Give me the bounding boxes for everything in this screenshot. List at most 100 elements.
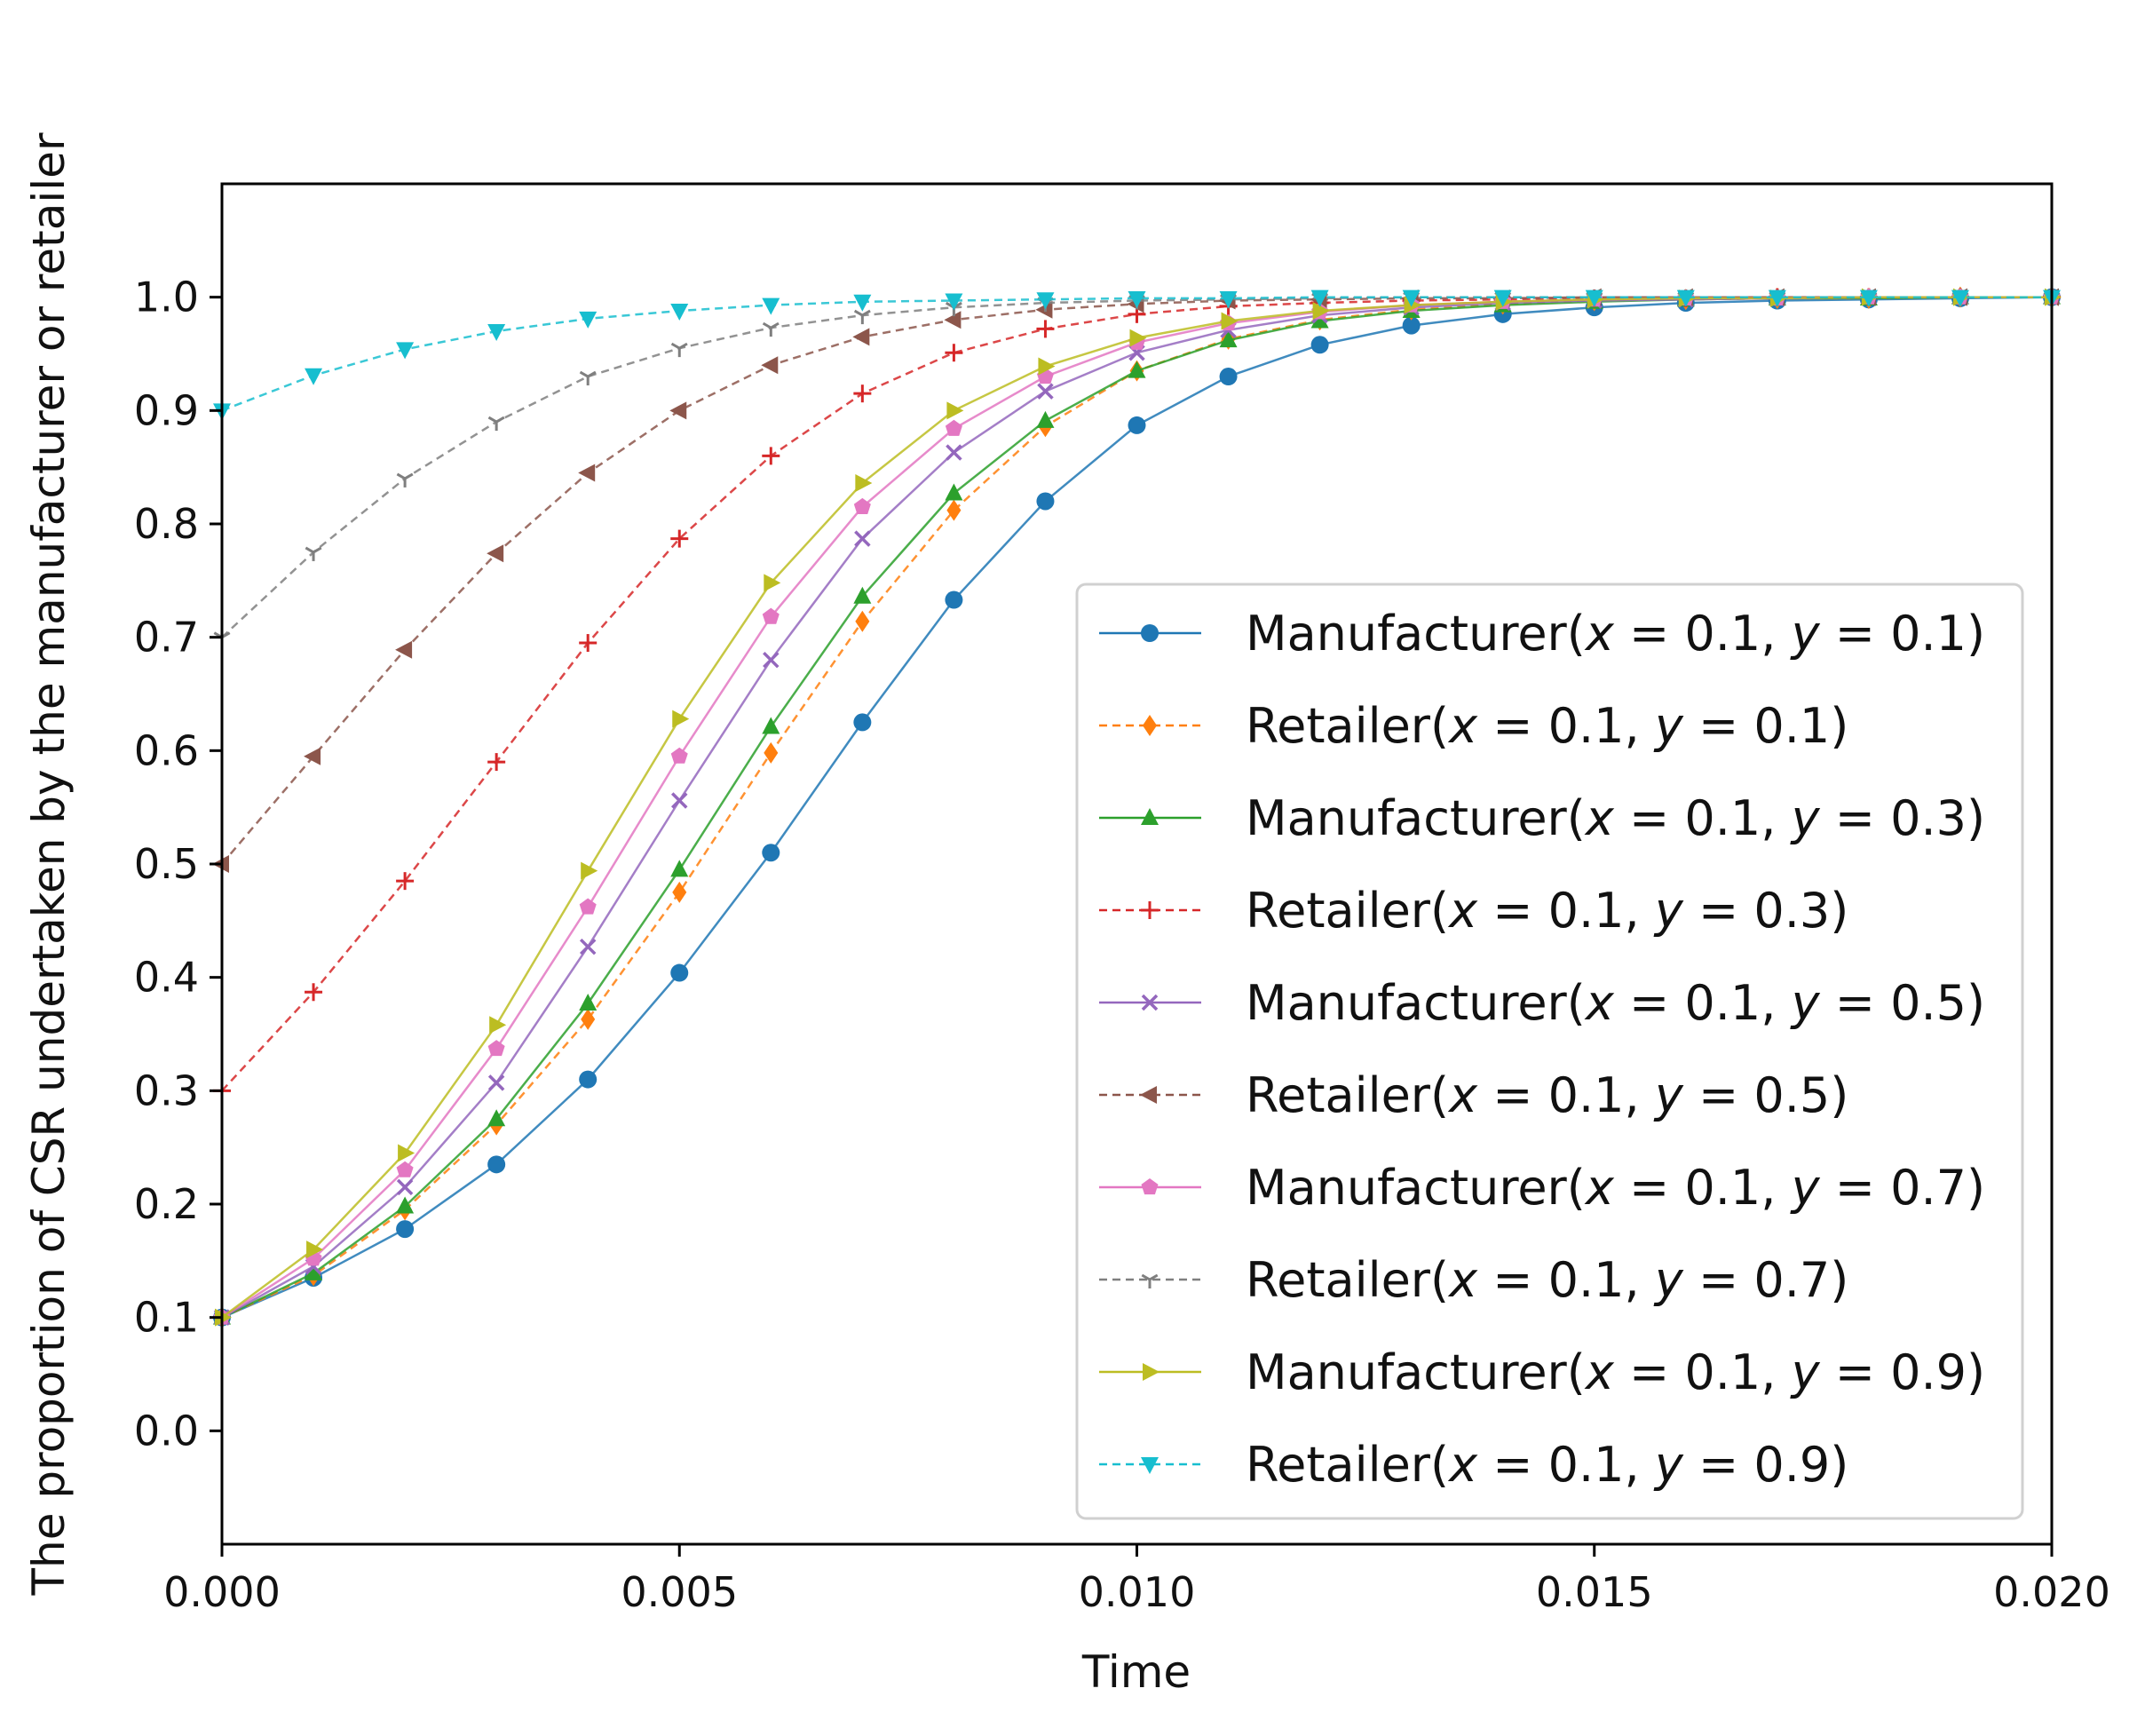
data-point <box>305 368 323 385</box>
data-point <box>487 1074 505 1091</box>
data-point <box>670 303 689 321</box>
data-point <box>1036 320 1055 338</box>
y-tick-label: 0.7 <box>134 614 199 662</box>
data-point <box>396 1220 415 1239</box>
data-point <box>396 342 415 360</box>
y-tick-label: 0.9 <box>134 386 199 434</box>
data-point <box>762 447 780 465</box>
data-point <box>487 1109 506 1127</box>
x-tick-label: 0.010 <box>1079 1568 1196 1616</box>
x-axis: 0.000 0.005 0.010 0.015 0.020 <box>163 1544 2110 1616</box>
data-point <box>761 356 779 375</box>
legend-marker <box>1141 1178 1159 1195</box>
legend-marker <box>1141 1457 1159 1474</box>
data-point <box>1219 330 1238 348</box>
legend-entry: Retailer(x = 0.1, y = 0.3) <box>1099 883 1848 939</box>
data-point <box>670 747 688 764</box>
data-point <box>672 881 687 903</box>
data-point <box>1676 289 1695 307</box>
x-axis-label: Time <box>1081 1646 1191 1698</box>
y-tick-label: 0.3 <box>134 1066 199 1114</box>
legend-label: Retailer(x = 0.1, y = 0.5) <box>1246 1067 1848 1123</box>
data-point <box>578 464 596 482</box>
legend-marker <box>1141 994 1159 1011</box>
legend-marker <box>1143 1363 1160 1381</box>
legend-marker <box>1141 901 1159 919</box>
data-point <box>305 983 323 1002</box>
legend-label: Manufacturer(x = 0.1, y = 0.9) <box>1246 1344 1985 1400</box>
data-point <box>946 401 964 420</box>
data-point <box>854 530 871 547</box>
data-point <box>944 311 962 329</box>
series-line <box>221 296 2052 412</box>
data-point <box>487 544 504 563</box>
data-point <box>1859 289 1878 307</box>
data-point <box>1129 329 1147 347</box>
data-point <box>579 898 597 915</box>
y-tick-label: 0.2 <box>134 1180 199 1228</box>
data-point <box>672 709 690 728</box>
y-tick-label: 0.4 <box>134 954 199 1002</box>
data-point <box>1036 292 1055 310</box>
y-tick-label: 0.5 <box>134 840 199 888</box>
data-point <box>945 344 963 362</box>
y-axis: 0.0 0.1 0.2 0.3 0.4 0.5 0.6 0.7 0.8 0.9 1.0 <box>134 273 222 1455</box>
legend-entry: Retailer(x = 0.1, y = 0.5) <box>1099 1067 1848 1123</box>
legend-marker <box>1141 808 1159 825</box>
data-point <box>579 1070 598 1089</box>
legend-marker <box>1143 715 1157 736</box>
data-point <box>764 741 779 764</box>
data-point <box>762 297 780 315</box>
y-tick-label: 0.0 <box>134 1407 199 1455</box>
legend-label: Retailer(x = 0.1, y = 0.1) <box>1246 698 1848 754</box>
data-point <box>396 1196 415 1214</box>
legend-entry: Manufacturer(x = 0.1, y = 0.7) <box>1099 1160 1985 1216</box>
data-point <box>579 311 598 329</box>
legend-label: Manufacturer(x = 0.1, y = 0.1) <box>1246 606 1985 662</box>
legend-label: Manufacturer(x = 0.1, y = 0.7) <box>1246 1160 1985 1216</box>
data-point <box>1310 336 1329 354</box>
data-point <box>304 747 321 765</box>
x-tick-label: 0.020 <box>1993 1568 2110 1616</box>
legend-entry: Retailer(x = 0.1, y = 0.1) <box>1099 698 1848 754</box>
data-point <box>1768 289 1786 307</box>
data-point <box>487 753 506 772</box>
data-point <box>579 634 598 653</box>
data-point <box>762 607 780 624</box>
data-point <box>1402 289 1421 307</box>
data-point <box>945 591 963 609</box>
data-point <box>305 546 322 561</box>
data-point <box>945 483 963 501</box>
x-tick-label: 0.000 <box>163 1568 281 1616</box>
legend-marker <box>1141 624 1159 642</box>
legend-entry: Retailer(x = 0.1, y = 0.7) <box>1099 1252 1848 1308</box>
legend-label: Retailer(x = 0.1, y = 0.3) <box>1246 883 1848 939</box>
data-point <box>762 844 780 862</box>
data-point <box>1036 492 1055 511</box>
data-point <box>395 640 413 659</box>
data-point <box>305 1263 323 1280</box>
data-point <box>1128 416 1146 434</box>
data-point <box>1951 289 1969 307</box>
data-point <box>763 651 780 669</box>
data-point <box>581 861 598 880</box>
data-point <box>853 586 872 604</box>
data-point <box>669 401 687 420</box>
data-point <box>670 963 689 982</box>
data-point <box>671 792 688 809</box>
data-point <box>581 1008 596 1030</box>
legend-marker <box>1140 1086 1157 1104</box>
data-point <box>852 328 870 346</box>
legend-label: Retailer(x = 0.1, y = 0.9) <box>1246 1437 1848 1493</box>
data-point <box>396 1178 414 1196</box>
data-point <box>1402 316 1421 335</box>
data-point <box>489 1016 507 1034</box>
data-point <box>855 610 870 632</box>
data-point <box>1310 311 1329 329</box>
data-point <box>396 872 415 891</box>
y-tick-label: 0.6 <box>134 726 199 774</box>
data-point <box>1221 312 1239 330</box>
legend-box <box>1075 583 2024 1520</box>
series-layer <box>212 286 2062 1328</box>
